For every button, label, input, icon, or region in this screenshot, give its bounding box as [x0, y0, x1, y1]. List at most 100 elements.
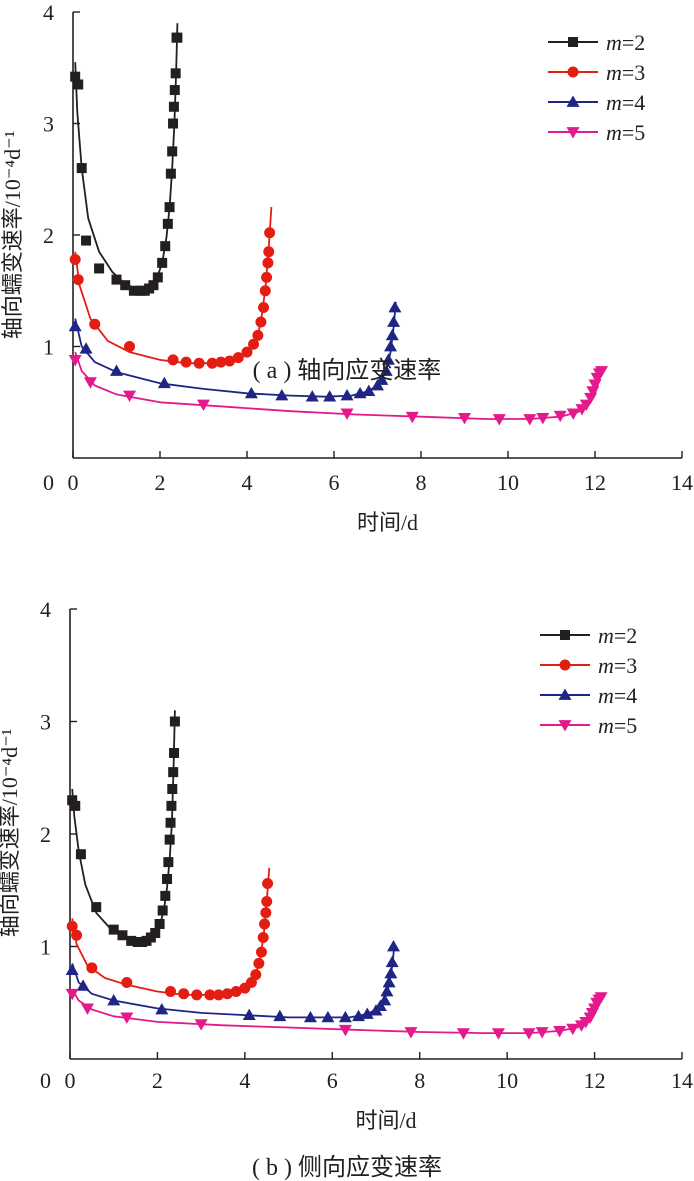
x-tick-label: 14 — [671, 470, 693, 495]
data-point — [110, 364, 123, 376]
data-point — [66, 920, 78, 932]
data-point — [164, 202, 175, 213]
data-point — [259, 918, 271, 930]
data-point — [594, 992, 608, 1004]
data-point — [91, 902, 102, 913]
data-point — [224, 355, 236, 367]
y-tick-label: 3 — [40, 710, 51, 735]
x-axis-title: 时间/d — [357, 510, 418, 535]
data-point — [168, 767, 179, 778]
y-tick-label: 1 — [43, 335, 54, 360]
data-point — [385, 955, 399, 968]
data-point — [86, 962, 98, 974]
data-point — [262, 257, 274, 269]
data-point — [204, 989, 216, 1001]
legend-marker — [558, 720, 572, 732]
x-tick-label: 0 — [65, 1068, 76, 1093]
data-point — [321, 1010, 335, 1023]
data-point — [108, 924, 119, 935]
data-point — [553, 410, 567, 423]
data-point — [221, 988, 233, 1000]
data-point — [155, 1003, 169, 1015]
data-point — [338, 1010, 352, 1023]
data-point — [148, 280, 159, 291]
data-point — [165, 986, 177, 997]
figure-caption: ( a ) 轴向应变速率 — [253, 357, 442, 384]
data-point — [117, 930, 128, 941]
data-point — [404, 1027, 418, 1039]
data-point — [152, 272, 163, 283]
data-point — [107, 994, 121, 1006]
data-point — [70, 71, 81, 82]
data-point — [260, 907, 272, 919]
data-point — [154, 919, 165, 929]
x-tick-label: 10 — [496, 1068, 518, 1093]
data-point — [232, 352, 244, 364]
data-point — [215, 356, 227, 368]
data-point — [248, 338, 260, 350]
data-point — [566, 408, 580, 420]
x-axis-title: 时间/d — [355, 1108, 416, 1133]
x-tick-label: 8 — [414, 1068, 425, 1093]
data-point — [458, 412, 471, 425]
data-point — [305, 390, 319, 402]
data-point — [213, 989, 225, 1001]
x-tick-label: 10 — [497, 470, 519, 495]
data-point — [72, 274, 84, 286]
data-point — [128, 285, 139, 296]
data-point — [191, 989, 203, 1001]
y-tick-label: 2 — [43, 223, 54, 248]
data-point — [79, 342, 93, 354]
data-point — [252, 329, 264, 341]
data-point — [76, 163, 87, 174]
data-point — [244, 386, 258, 399]
data-point — [94, 263, 105, 274]
data-point — [75, 849, 86, 860]
data-point — [382, 976, 396, 988]
data-point — [380, 985, 394, 997]
x-tick-label: 2 — [155, 470, 166, 495]
data-point — [123, 390, 137, 403]
data-point — [165, 168, 176, 179]
series-line-m3 — [74, 207, 273, 365]
x-tick-label: 0 — [68, 470, 79, 495]
data-point — [323, 390, 337, 402]
data-point — [65, 988, 79, 1001]
data-point — [120, 280, 131, 291]
series-line-m4 — [71, 944, 396, 1019]
data-point — [83, 377, 97, 389]
data-point — [126, 935, 137, 946]
data-point — [169, 716, 180, 727]
data-point — [255, 946, 267, 958]
legend-marker — [560, 630, 570, 640]
legend-label: m=2 — [598, 623, 637, 648]
data-point — [386, 940, 400, 952]
data-point — [388, 300, 402, 313]
y-tick-label: 2 — [40, 822, 51, 847]
data-point — [338, 1024, 352, 1037]
data-point — [250, 969, 262, 981]
legend-label: m=3 — [606, 60, 645, 85]
data-point — [163, 857, 174, 868]
data-point — [124, 341, 136, 352]
x-tick-label: 2 — [152, 1068, 163, 1093]
legend-label: m=4 — [606, 90, 645, 115]
data-point — [340, 389, 354, 401]
x-tick-label: 14 — [671, 1068, 693, 1093]
data-point — [259, 285, 271, 297]
data-point — [536, 412, 550, 425]
data-point — [492, 414, 506, 426]
legend-label: m=5 — [598, 713, 637, 738]
data-point — [68, 319, 82, 332]
y-axis-title: 轴向蠕变速率/10⁻⁴d⁻¹ — [0, 131, 25, 340]
data-point — [258, 301, 270, 313]
data-point — [381, 353, 395, 365]
panel-b: 0 2 4 6 8 10 12 1412340时间/d轴向蠕变速率/10⁻⁴d⁻¹m=2m=3… — [0, 597, 693, 1181]
data-point — [157, 376, 171, 389]
data-point — [73, 79, 84, 90]
y-tick-label: 4 — [40, 597, 51, 622]
data-point — [595, 366, 609, 378]
data-point — [193, 357, 205, 369]
data-point — [197, 399, 210, 411]
y-tick-label: 3 — [43, 112, 54, 137]
